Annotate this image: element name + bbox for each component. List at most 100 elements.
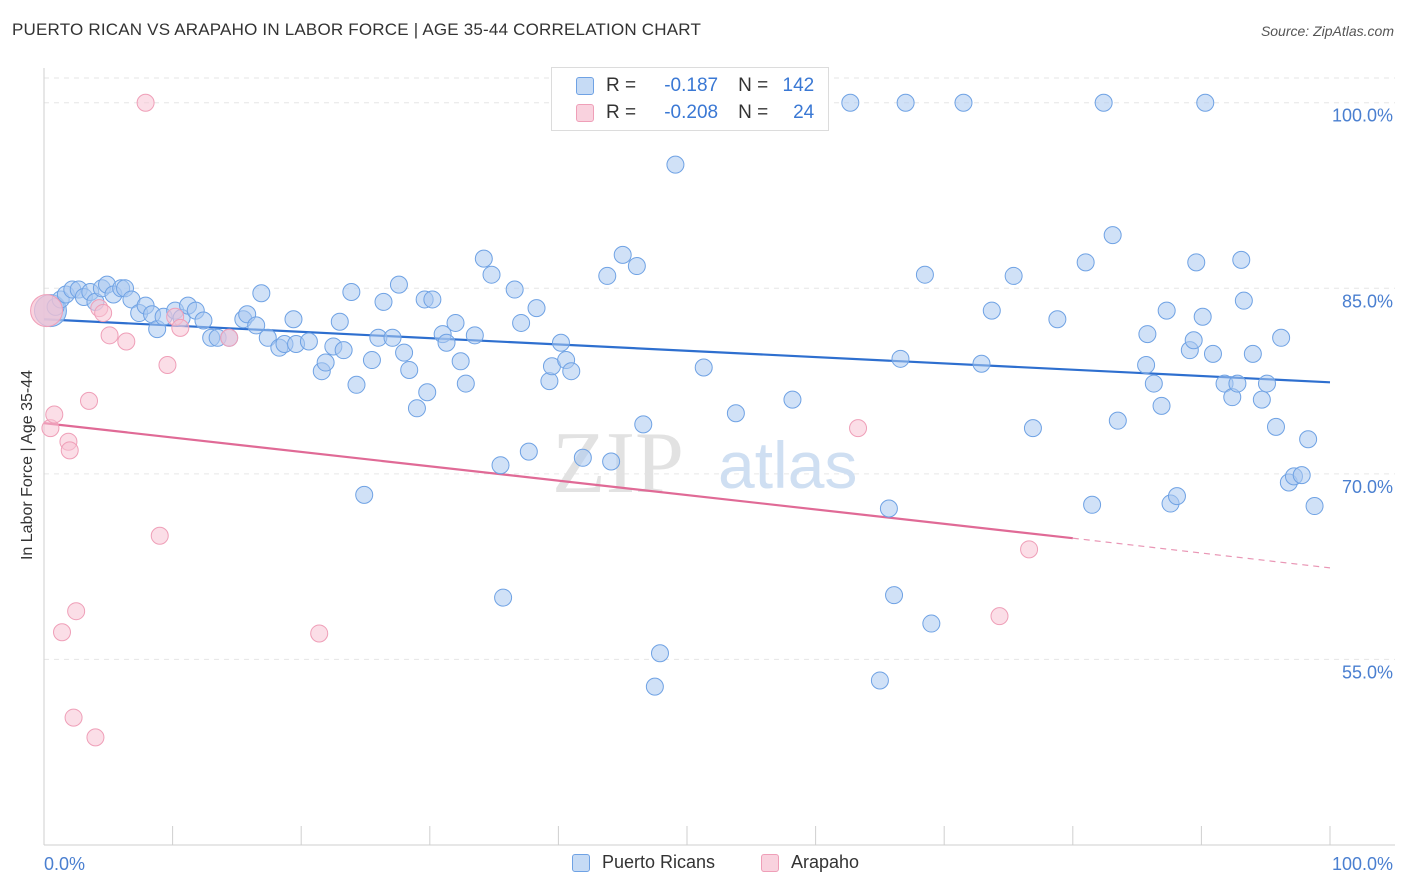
point-puerto-ricans [1272,328,1291,347]
legend-swatch-pink [576,104,594,122]
y-tick-label: 55.0% [1342,662,1393,682]
point-puerto-ricans [512,313,531,332]
point-puerto-ricans [1157,301,1176,320]
point-puerto-ricans [383,328,402,347]
tick-labels: 55.0% 70.0% 85.0% 100.0% 0.0% 100.0% [44,106,1393,874]
legend-swatch-blue [572,853,590,872]
point-arapaho [171,318,190,337]
trendline-arapaho [43,422,1073,540]
point-puerto-ricans [694,358,713,377]
n-label: N = [738,75,769,96]
point-puerto-ricans [505,280,524,299]
point-arapaho [310,624,329,643]
point-puerto-ricans [482,265,501,284]
axes [43,68,1395,846]
n-value: 142 [782,75,815,96]
point-puerto-ricans [284,310,303,329]
legend-row-puerto-ricans: R = -0.187 N = 142 [576,74,814,98]
point-puerto-ricans [922,614,941,633]
r-value: -0.187 [664,75,719,96]
point-puerto-ricans [573,448,592,467]
point-puerto-ricans [540,372,559,391]
trendline-puerto-ricans [43,318,1331,384]
point-puerto-ricans [1108,411,1127,430]
point-puerto-ricans [247,316,266,335]
point-puerto-ricans [1152,396,1171,415]
point-puerto-ricans [491,456,510,475]
point-puerto-ricans [362,351,381,370]
point-puerto-ricans [972,354,991,373]
point-arapaho [64,708,83,727]
legend-label: Puerto Ricans [602,852,716,872]
n-value: 24 [793,102,815,123]
point-puerto-ricans [879,499,898,518]
point-puerto-ricans [1203,344,1222,363]
point-puerto-ricans [299,332,318,351]
point-puerto-ricans [1232,250,1251,269]
point-arapaho [1020,540,1039,559]
point-puerto-ricans [494,588,513,607]
point-puerto-ricans [1196,93,1215,112]
point-puerto-ricans [870,671,889,690]
point-arapaho [158,356,177,375]
legend-item-arapaho[interactable]: Arapaho [761,852,859,873]
point-puerto-ricans [527,299,546,318]
point-arapaho [117,332,136,351]
legend-item-puerto-ricans[interactable]: Puerto Ricans [572,852,715,873]
point-arapaho [45,405,64,424]
point-arapaho [220,328,239,347]
point-arapaho [67,602,86,621]
point-puerto-ricans [1187,253,1206,272]
point-puerto-ricans [602,452,621,471]
point-puerto-ricans [726,404,745,423]
point-puerto-ricans [1234,291,1253,310]
point-puerto-ricans [982,301,1001,320]
legend-row-arapaho: R = -0.208 N = 24 [576,101,814,125]
chart-title: PUERTO RICAN VS ARAPAHO IN LABOR FORCE |… [12,20,702,39]
point-arapaho [30,294,64,328]
point-puerto-ricans [666,155,685,174]
trendline-arapaho-extension [1072,537,1331,569]
point-puerto-ricans [194,311,213,330]
point-puerto-ricans [407,399,426,418]
point-arapaho [80,391,99,410]
point-puerto-ricans [1193,307,1212,326]
point-puerto-ricans [1257,374,1276,393]
correlation-legend: R = -0.187 N = 142 R = -0.208 N = 24 [551,67,829,131]
point-arapaho [86,728,105,747]
y-tick-label: 85.0% [1342,291,1393,311]
point-puerto-ricans [451,352,470,371]
point-puerto-ricans [1076,253,1095,272]
point-puerto-ricans [891,349,910,368]
point-puerto-ricans [1184,331,1203,350]
point-puerto-ricans [650,644,669,663]
point-puerto-ricans [1103,226,1122,245]
r-value: -0.208 [664,102,719,123]
point-puerto-ricans [562,362,581,381]
point-puerto-ricans [465,326,484,345]
point-arapaho [150,526,169,545]
point-arapaho [136,93,155,112]
point-puerto-ricans [519,442,538,461]
point-puerto-ricans [355,485,374,504]
point-puerto-ricans [1266,417,1285,436]
point-puerto-ricans [374,292,393,311]
point-puerto-ricans [446,313,465,332]
n-label: N = [738,102,769,123]
trend-lines [43,318,1331,569]
legend-swatch-pink [761,853,779,872]
point-arapaho [100,326,119,345]
point-puerto-ricans [316,353,335,372]
legend-swatch-blue [576,77,594,95]
point-arapaho [990,607,1009,626]
point-puerto-ricans [1252,390,1271,409]
point-puerto-ricans [347,375,366,394]
point-puerto-ricans [1023,419,1042,438]
point-puerto-ricans [1004,266,1023,285]
y-tick-label: 100.0% [1332,106,1393,126]
point-puerto-ricans [1094,93,1113,112]
point-puerto-ricans [954,93,973,112]
point-puerto-ricans [1292,466,1311,485]
point-puerto-ricans [1305,497,1324,516]
point-arapaho [60,441,79,460]
